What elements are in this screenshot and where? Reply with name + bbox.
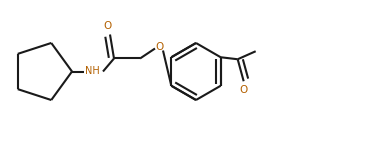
Text: O: O (239, 85, 248, 95)
Text: O: O (155, 42, 163, 52)
Text: NH: NH (85, 66, 100, 76)
Text: O: O (103, 21, 111, 31)
